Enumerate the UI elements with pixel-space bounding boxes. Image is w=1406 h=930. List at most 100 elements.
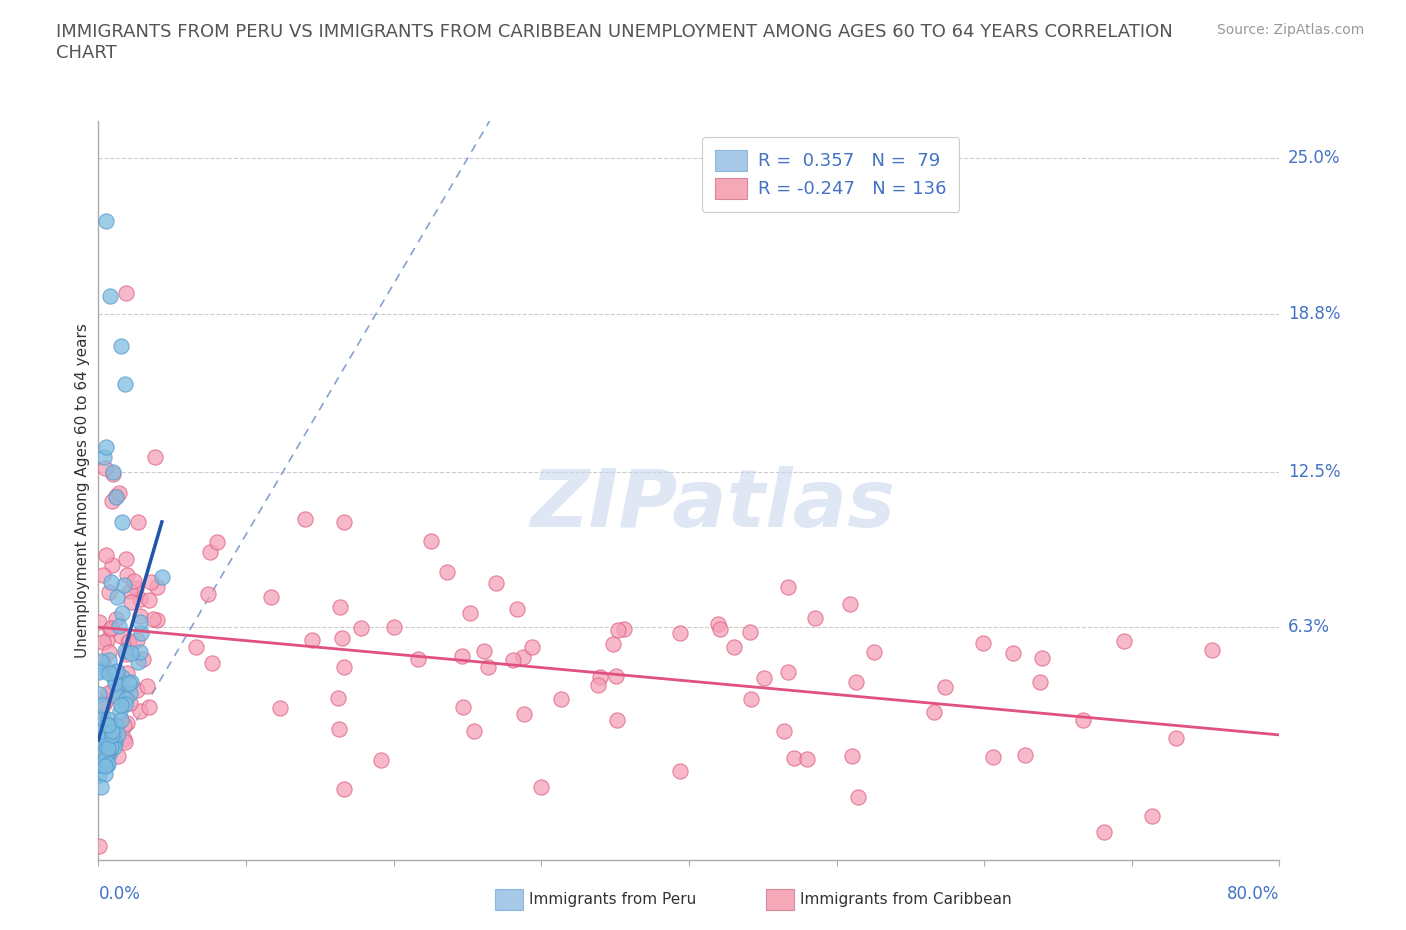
Point <box>114 685 136 700</box>
Point <box>103 735 125 750</box>
Point <box>502 652 524 667</box>
Point <box>112 731 135 746</box>
Point <box>115 567 138 582</box>
Point <box>96 548 118 563</box>
Point <box>104 611 127 626</box>
Point <box>108 618 131 633</box>
Point <box>118 685 141 700</box>
Point <box>87 687 110 702</box>
Point <box>709 622 731 637</box>
Point <box>138 699 160 714</box>
Point <box>1071 712 1094 727</box>
Point <box>1001 645 1024 660</box>
Point <box>125 683 148 698</box>
Point <box>110 605 132 620</box>
Point <box>98 622 121 637</box>
Point <box>96 749 118 764</box>
Point <box>97 666 120 681</box>
Point <box>110 674 132 689</box>
Point <box>505 601 527 616</box>
Point <box>796 751 818 766</box>
Point <box>922 705 945 720</box>
Point <box>107 749 129 764</box>
Point <box>118 633 141 648</box>
Point <box>129 644 152 659</box>
Point <box>589 670 612 684</box>
Text: Immigrants from Caribbean: Immigrants from Caribbean <box>800 892 1012 907</box>
Point <box>269 700 291 715</box>
Point <box>458 605 481 620</box>
Point <box>463 724 485 738</box>
Point <box>90 654 112 669</box>
Point <box>451 699 474 714</box>
Point <box>370 752 392 767</box>
Point <box>94 439 117 454</box>
Point <box>512 707 534 722</box>
Point <box>197 587 219 602</box>
Point <box>90 758 112 773</box>
Point <box>1140 809 1163 824</box>
Point <box>114 578 136 592</box>
Point <box>104 719 127 734</box>
Point <box>586 678 609 693</box>
Point <box>101 557 124 572</box>
Point <box>98 653 121 668</box>
Point <box>91 634 114 649</box>
Point <box>98 585 121 600</box>
Point <box>107 685 129 700</box>
Point <box>111 670 134 684</box>
Point <box>100 575 122 590</box>
Point <box>301 633 323 648</box>
Point <box>406 652 429 667</box>
Point <box>96 726 118 741</box>
Point <box>89 663 111 678</box>
Point <box>96 693 118 708</box>
Point <box>522 640 544 655</box>
Point <box>841 749 863 764</box>
Point <box>87 719 110 734</box>
Point <box>845 675 868 690</box>
Point <box>1164 731 1187 746</box>
Point <box>97 717 120 732</box>
Point <box>934 680 956 695</box>
Point <box>129 704 152 719</box>
Point <box>773 724 796 738</box>
Point <box>605 669 627 684</box>
Point <box>472 644 495 659</box>
Point <box>110 713 132 728</box>
Text: 80.0%: 80.0% <box>1227 885 1279 903</box>
Point <box>981 750 1004 764</box>
Point <box>198 544 221 559</box>
Point <box>91 711 114 725</box>
Point <box>613 621 636 636</box>
Point <box>91 698 114 712</box>
Point <box>120 645 142 660</box>
Point <box>98 644 121 659</box>
Point <box>803 611 825 626</box>
Point <box>669 625 692 640</box>
Point <box>104 735 127 750</box>
Point <box>260 590 283 604</box>
Point <box>124 573 146 588</box>
Point <box>326 690 349 705</box>
Bar <box>495 889 523 910</box>
Point <box>111 514 134 529</box>
Point <box>201 656 224 671</box>
Point <box>91 708 114 723</box>
Point <box>1092 825 1115 840</box>
Point <box>115 665 138 680</box>
Point <box>120 584 142 599</box>
Point <box>143 450 166 465</box>
Point <box>115 647 138 662</box>
Point <box>129 591 152 606</box>
Point <box>1029 675 1052 690</box>
Point <box>90 780 112 795</box>
Point <box>451 649 474 664</box>
Point <box>138 592 160 607</box>
Point <box>110 698 132 712</box>
Text: 6.3%: 6.3% <box>1288 618 1330 636</box>
Point <box>103 671 125 685</box>
Point <box>783 751 806 765</box>
Point <box>97 730 120 745</box>
Point <box>332 515 354 530</box>
